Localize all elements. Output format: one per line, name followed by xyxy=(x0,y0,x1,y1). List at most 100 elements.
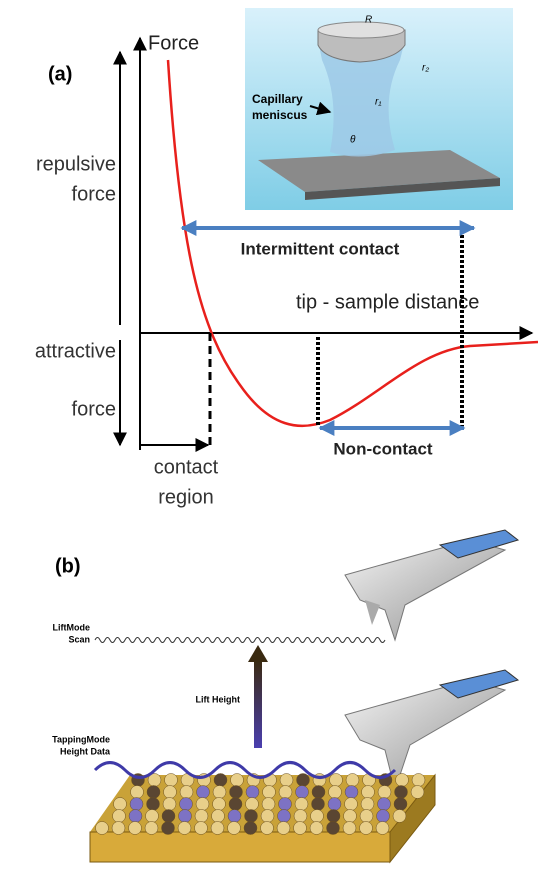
sphere xyxy=(180,786,193,799)
inset-label: θ xyxy=(350,135,356,146)
sphere xyxy=(196,798,209,811)
sphere xyxy=(129,810,142,823)
sphere xyxy=(376,822,389,835)
sample-front xyxy=(90,832,390,862)
sphere xyxy=(393,810,406,823)
sphere xyxy=(245,810,258,823)
sphere xyxy=(129,822,142,835)
sphere xyxy=(211,822,224,835)
sphere xyxy=(214,774,227,787)
sphere xyxy=(230,786,243,799)
sphere xyxy=(329,786,342,799)
sphere xyxy=(345,786,358,799)
sphere xyxy=(263,786,276,799)
sphere xyxy=(279,798,292,811)
mode-label: TappingMode xyxy=(52,734,110,744)
sphere xyxy=(229,798,242,811)
sphere xyxy=(344,810,357,823)
panel-label: (a) xyxy=(48,63,72,85)
sphere xyxy=(312,786,325,799)
sphere xyxy=(377,810,390,823)
sphere xyxy=(262,798,275,811)
sphere xyxy=(394,798,407,811)
sphere xyxy=(343,822,356,835)
inset-sphere-top xyxy=(318,22,404,38)
region-label: repulsive xyxy=(36,153,116,175)
sphere xyxy=(244,822,257,835)
sphere xyxy=(279,786,292,799)
sphere xyxy=(147,786,160,799)
sphere xyxy=(310,822,323,835)
sphere xyxy=(112,822,125,835)
sphere xyxy=(328,798,341,811)
sphere xyxy=(195,822,208,835)
axis-label: tip - sample distance xyxy=(296,291,479,313)
sphere xyxy=(412,774,425,787)
sphere xyxy=(278,810,291,823)
sphere xyxy=(147,798,160,811)
sphere xyxy=(294,822,307,835)
region-label: region xyxy=(158,486,214,508)
sphere xyxy=(228,810,241,823)
sphere xyxy=(277,822,290,835)
sphere xyxy=(164,786,177,799)
sphere xyxy=(261,810,274,823)
sphere xyxy=(312,798,325,811)
sphere xyxy=(327,822,340,835)
mode-label: LiftMode xyxy=(53,622,91,632)
sphere xyxy=(212,810,225,823)
sphere xyxy=(295,798,308,811)
sphere xyxy=(165,774,178,787)
region-label: force xyxy=(72,398,116,420)
region-label: Intermittent contact xyxy=(241,239,400,258)
lift-arrow-shaft xyxy=(254,660,262,748)
inset-label: R xyxy=(365,15,372,26)
region-label: force xyxy=(72,183,116,205)
sphere xyxy=(178,822,191,835)
sphere xyxy=(231,774,244,787)
sphere xyxy=(360,822,373,835)
mode-label: Lift Height xyxy=(196,694,241,704)
sphere xyxy=(145,822,158,835)
sphere xyxy=(330,774,343,787)
sphere xyxy=(378,786,391,799)
sphere xyxy=(378,798,391,811)
lift-scan-wave xyxy=(95,638,385,643)
sphere xyxy=(396,774,409,787)
panel-a: R r₁ r₂ θ Capillary meniscus (a) Force r… xyxy=(35,8,538,508)
sphere xyxy=(213,798,226,811)
panel-b: (b) LiftMode Scan Lift Height TappingMod… xyxy=(52,530,518,862)
sphere xyxy=(280,774,293,787)
sphere xyxy=(297,774,310,787)
sphere xyxy=(311,810,324,823)
sphere xyxy=(180,798,193,811)
lower-cantilever xyxy=(345,670,518,790)
sphere xyxy=(163,798,176,811)
sphere xyxy=(296,786,309,799)
sphere xyxy=(345,798,358,811)
figure: R r₁ r₂ θ Capillary meniscus (a) Force r… xyxy=(0,0,538,871)
sphere xyxy=(197,786,210,799)
sphere xyxy=(346,774,359,787)
sphere xyxy=(114,798,127,811)
inset-label: r₂ xyxy=(422,63,429,74)
inset-label: Capillary xyxy=(252,92,303,106)
sphere xyxy=(294,810,307,823)
sphere xyxy=(162,810,175,823)
mode-label: Scan xyxy=(68,634,90,644)
panel-label: (b) xyxy=(55,555,81,577)
sphere xyxy=(246,786,259,799)
sphere xyxy=(131,786,144,799)
sphere xyxy=(113,810,126,823)
sphere xyxy=(361,798,374,811)
mode-label: Height Data xyxy=(60,746,111,756)
sphere xyxy=(146,810,159,823)
region-label: attractive xyxy=(35,340,116,362)
sphere xyxy=(195,810,208,823)
upper-cantilever xyxy=(345,530,518,640)
sphere xyxy=(130,798,143,811)
sphere xyxy=(360,810,373,823)
sphere xyxy=(327,810,340,823)
sphere xyxy=(213,786,226,799)
sphere xyxy=(246,798,259,811)
